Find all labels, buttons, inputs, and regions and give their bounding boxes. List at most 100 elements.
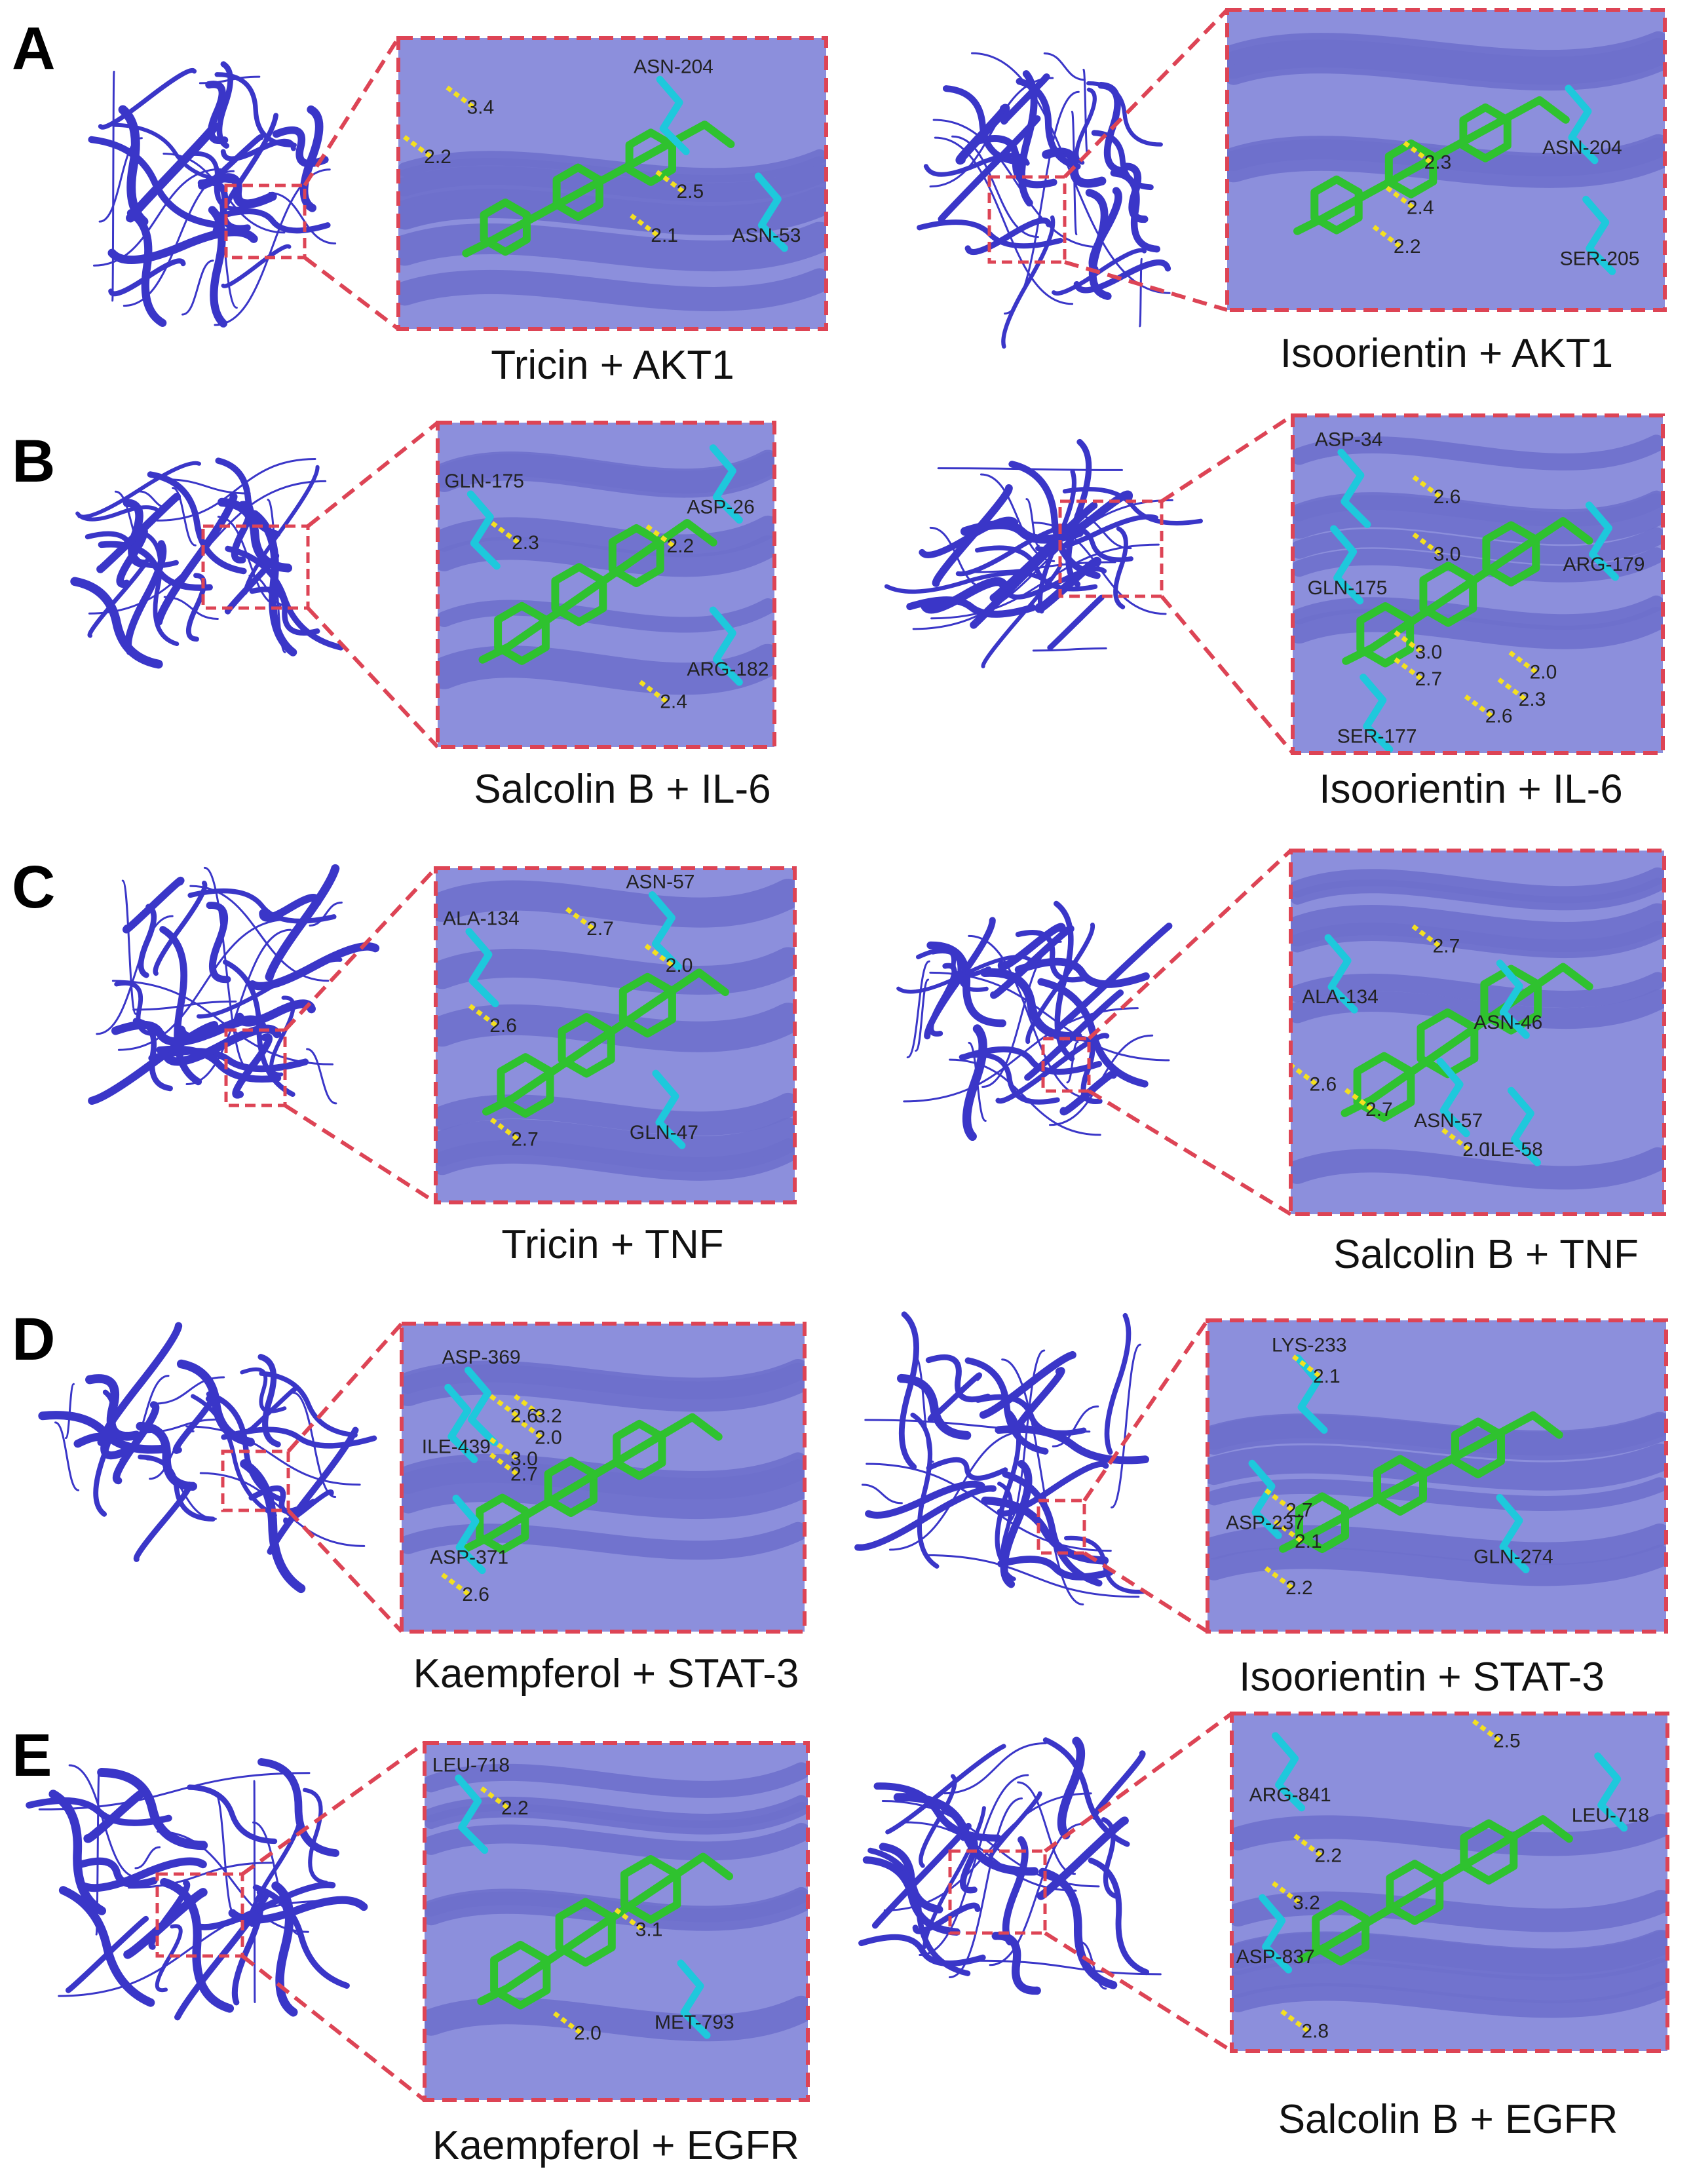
zoom-leader-line	[1083, 1551, 1209, 1634]
protein-ribbon	[1101, 1817, 1118, 1899]
residue-stick	[1507, 1086, 1541, 1166]
protein-loop	[306, 1048, 337, 1105]
protein-ribbon	[240, 1459, 306, 1594]
residue-label: ILE-439	[422, 1436, 491, 1457]
protein-ribbon	[257, 1758, 339, 1857]
residue-label: ARG-841	[1249, 1784, 1331, 1806]
ligand-bonds	[459, 1413, 723, 1554]
protein-ribbon	[191, 1394, 277, 1518]
protein-loop	[58, 1900, 324, 1997]
protein-ribbon	[981, 1496, 1109, 1565]
protein-ribbon	[58, 1886, 155, 2007]
zoom-leader-line	[241, 1741, 426, 1876]
protein-ribbon	[938, 115, 1041, 223]
residue-label: LYS-233	[1272, 1335, 1347, 1356]
protein-ribbon	[912, 1902, 981, 1934]
zoom-leader-line	[307, 421, 439, 528]
protein-loop	[1017, 1781, 1076, 1875]
zoom-leader-line	[1160, 595, 1295, 754]
protein-helix-background	[402, 1362, 805, 1412]
residue-label: LEU-718	[432, 1755, 510, 1776]
residue-label: GLN-274	[1474, 1546, 1553, 1568]
row-letter: A	[12, 15, 55, 82]
residue-stick	[452, 1495, 486, 1575]
protein-loop	[1139, 258, 1143, 328]
zoom-leader-line	[283, 866, 438, 1032]
protein-ribbon	[93, 1389, 117, 1517]
protein-loop	[268, 192, 337, 245]
binding-site-marker	[221, 1449, 290, 1512]
protein-loop	[903, 1007, 1139, 1103]
protein-ribbon	[1001, 215, 1056, 349]
protein-ribbon	[123, 876, 185, 934]
protein-loop	[989, 1822, 1085, 1966]
protein-loop	[181, 259, 214, 316]
protein-ribbon	[898, 1311, 919, 1470]
binding-site-marker	[201, 524, 310, 610]
protein-ribbon	[997, 923, 1066, 971]
protein-loop	[199, 1472, 366, 1547]
protein-ribbon	[88, 1021, 219, 1105]
hbond-distance: 2.6	[1485, 706, 1513, 727]
protein-ribbon	[1091, 130, 1154, 191]
protein-ribbon	[197, 1881, 336, 1930]
protein-loop	[904, 1821, 1077, 1892]
zoom-box	[1230, 1712, 1669, 2053]
protein-ribbon	[1042, 1737, 1130, 1847]
zoom-leader-line	[1064, 260, 1228, 312]
protein-helix-background	[1291, 1147, 1664, 1190]
protein-ribbon	[1062, 487, 1203, 526]
ligand-bonds	[1293, 96, 1570, 235]
protein-loop	[929, 77, 1054, 188]
protein-loop	[267, 499, 286, 653]
protein-ribbon	[153, 880, 208, 976]
protein-ribbon	[148, 1879, 191, 1950]
protein-ribbon	[218, 497, 293, 573]
protein-loop	[64, 1383, 75, 1440]
panel-caption: Tricin + AKT1	[491, 343, 734, 388]
protein-loop	[929, 971, 1170, 1062]
hbond-distance: 2.6	[462, 1584, 489, 1605]
protein-helix-background	[1208, 1544, 1666, 1586]
protein-ribbon	[65, 1915, 149, 1993]
residue-stick	[1585, 501, 1619, 581]
protein-loop	[1111, 1343, 1141, 1509]
protein-loop	[253, 1780, 256, 2003]
protein-helix-background	[1293, 595, 1663, 630]
ligand-ring	[1295, 1492, 1349, 1554]
residue-stick	[1436, 1058, 1470, 1138]
binding-site-marker	[155, 1872, 244, 1958]
protein-loop	[162, 478, 251, 495]
protein-loop	[189, 885, 330, 982]
zoom-leader-line	[286, 1322, 404, 1453]
docking-panel: ASN-57 ALA-134 GLN-47 2.7 2.0 2.6 2.7 Tricin + …	[88, 864, 797, 1267]
row-c: C ASN-57 ALA-134 GLN-47 2.7 2.0 2.6 2.7 Tricin +…	[12, 849, 1666, 1277]
panel-caption: Kaempferol + STAT-3	[413, 1651, 799, 1696]
panel-caption: Tricin + TNF	[501, 1222, 723, 1267]
protein-helix-background	[436, 1140, 795, 1181]
protein-helix-background	[398, 149, 826, 183]
docking-panel: GLN-175 ASP-26 ARG-182 2.3 2.2 2.4 Salcolin B …	[70, 421, 776, 812]
protein-ribbon	[87, 554, 151, 638]
residue-stick	[1496, 959, 1530, 1039]
protein-loop	[888, 1430, 1029, 1551]
binding-site-marker	[987, 175, 1067, 264]
protein-helix-background	[1227, 138, 1665, 188]
zoom-leader-line	[286, 1508, 404, 1634]
protein-loop	[1074, 514, 1132, 550]
protein-loop	[88, 480, 327, 615]
protein-ribbon	[187, 1784, 278, 1845]
protein-ribbon	[96, 492, 181, 573]
protein-loop	[906, 960, 930, 1059]
protein-helix-background	[425, 1995, 808, 2042]
hbond-distance: 2.5	[1493, 1731, 1521, 1752]
protein-ribbon	[906, 596, 1037, 618]
residue-label: ASN-53	[732, 225, 801, 246]
protein-loop	[968, 1041, 987, 1122]
protein-ribbon	[249, 586, 320, 636]
protein-loop	[919, 1774, 1029, 1957]
residue-label: ASP-371	[430, 1547, 508, 1569]
protein-ribbon	[1047, 594, 1105, 651]
protein-loop	[185, 929, 292, 1086]
